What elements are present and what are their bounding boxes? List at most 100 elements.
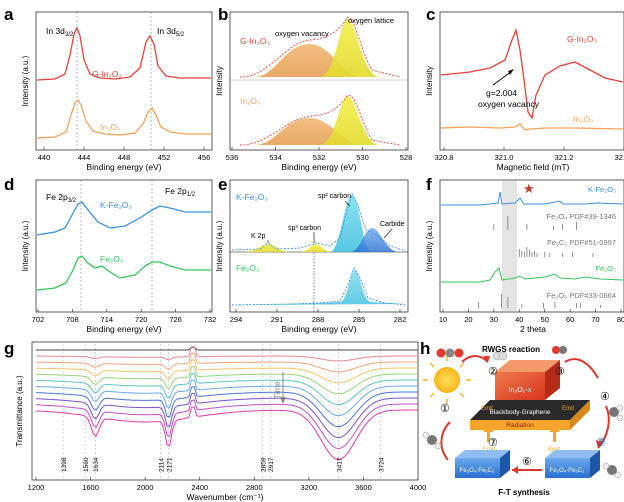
series-label: G-In₂O₃ xyxy=(92,69,122,79)
peak-label: 1560 xyxy=(83,457,90,472)
series-label: K-Fe₂O₃ xyxy=(236,192,268,202)
x-tick-label: 320.8 xyxy=(435,153,454,162)
x-tick-label: 321.2 xyxy=(555,153,574,162)
axes-frame xyxy=(439,11,624,151)
y-axis-label: Intensity (a.u.) xyxy=(215,220,224,271)
annotation: oxygen vacancy xyxy=(478,99,540,109)
x-tick-label: 282 xyxy=(394,315,407,324)
panel-letter: h xyxy=(420,339,430,358)
ftir-curve xyxy=(35,399,418,450)
diagram-title: RWGS reaction xyxy=(482,345,540,354)
x-tick-label: 726 xyxy=(169,315,182,324)
panel-c: c g=2.004 oxygen vacancy G-In₂O₃ In₂O₃ 3… xyxy=(425,5,624,172)
x-tick-label: 2400 xyxy=(191,483,208,492)
step-label: ④ xyxy=(600,391,610,403)
ftir-curve xyxy=(35,406,418,461)
peak-label: 2917 xyxy=(268,457,275,472)
series-label: K-Fe₂O₃ xyxy=(100,200,132,210)
x-tick-label: 3200 xyxy=(301,483,318,492)
panel-b: b G-In₂O₃ In₂O₃ oxygen vacancy oxygen la… xyxy=(215,5,412,172)
series-fe2o3 xyxy=(36,255,211,291)
ftir-curve xyxy=(35,386,418,428)
x-axis-label: Binding energy (eV) xyxy=(281,324,356,334)
box-fe3o4-fe5c2 xyxy=(455,458,500,478)
peak-label: 2114 xyxy=(159,458,166,472)
molecule-icon xyxy=(552,346,567,354)
x-tick-label: 3600 xyxy=(355,483,372,492)
x-axis-label: Binding energy (eV) xyxy=(281,162,356,172)
y-axis-label: Intensity xyxy=(425,66,434,96)
x-tick-label: 714 xyxy=(101,315,114,324)
x-tick-label: 2800 xyxy=(246,483,263,492)
platform-label: Blackbody-Graphene xyxy=(489,409,550,416)
panel-e: e K-Fe₂O₃ Fe₂O₃ K 2p sp³ carbon sp² carb… xyxy=(215,175,409,334)
x-axis-label: Binding energy (eV) xyxy=(86,162,161,172)
panel-letter: f xyxy=(426,175,432,194)
blackbody-platform xyxy=(470,400,590,420)
x-tick-label: 456 xyxy=(198,153,211,162)
annotation: sp² carbon xyxy=(318,193,351,200)
y-axis-label: Intensity (a.u.) xyxy=(21,55,30,106)
ftir-curve xyxy=(35,392,418,439)
step-label: ⑤ xyxy=(596,437,606,449)
x-tick-label: 321.0 xyxy=(495,153,514,162)
x-tick-label: 448 xyxy=(118,153,131,162)
y-axis-label: Transmittance (a.u.) xyxy=(15,375,24,447)
x-tick-label: 444 xyxy=(78,153,91,162)
x-tick-label: 534 xyxy=(269,153,282,162)
step-label: ③ xyxy=(555,366,565,378)
x-tick-label: 720 xyxy=(135,315,148,324)
peak-label: 3724 xyxy=(378,457,385,472)
ftir-curve xyxy=(36,346,418,351)
panel-h: h RWGS reaction Blackbody-Graphene Radia… xyxy=(420,339,624,497)
series-label: In₂O₃ xyxy=(240,96,260,106)
hydrocarbon-icon xyxy=(602,462,622,479)
series-g-in2o3 xyxy=(36,26,211,81)
axes-frame xyxy=(439,179,624,313)
emit-label: Emit xyxy=(481,406,493,412)
panel-g: g Time 1398 1560 1634 2114 2171 2859 2917 3417 3… xyxy=(4,339,426,502)
ftir-curve xyxy=(36,372,418,406)
row-label: Fe₃O₄ PDF#39-1346 xyxy=(547,212,616,221)
x-tick-label: 440 xyxy=(38,153,51,162)
hydrocarbon-icon xyxy=(609,404,624,422)
x-tick-label: 2000 xyxy=(137,483,154,492)
x-tick-label: 708 xyxy=(66,315,79,324)
series-fe2o3 xyxy=(441,267,624,283)
annotation: Carbide xyxy=(380,221,405,228)
row-label: Fe₂O₃ xyxy=(595,264,616,273)
axes-frame xyxy=(35,179,213,313)
row-label: K-Fe₂O₃ xyxy=(588,185,616,194)
x-tick-label: 1200 xyxy=(28,483,45,492)
panel-letter: c xyxy=(426,5,435,24)
x-tick-label: 530 xyxy=(356,153,369,162)
x-tick-label: 732 xyxy=(204,315,217,324)
box-label: Fe₃O₄-Fe₅C₂ xyxy=(460,468,495,474)
peak-label: In 3d3/2 xyxy=(46,26,74,38)
step-label: ② xyxy=(488,366,498,378)
peak-label: Fe 2p3/2 xyxy=(46,192,77,204)
panel-d: d Fe 2p3/2 Fe 2p1/2 K-Fe₂O₃ Fe₂O₃ 702 708… xyxy=(4,175,216,334)
panel-letter: e xyxy=(218,175,227,194)
series-in2o3 xyxy=(440,123,624,131)
x-tick-label: 532 xyxy=(313,153,326,162)
x-tick-label: 288 xyxy=(312,315,325,324)
emit-label: Emit xyxy=(562,406,574,412)
panel-a: a In 3d3/2 In 3d5/2 G-In₂O₃ In₂O₃ 440 444… xyxy=(4,5,213,172)
series-label: In₂O₃ xyxy=(573,114,593,124)
x-tick-label: 285 xyxy=(353,315,366,324)
x-tick-label: 4000 xyxy=(410,483,427,492)
y-axis-label: Intensity (a.u.) xyxy=(425,220,434,271)
x-tick-label: 291 xyxy=(271,315,284,324)
ftir-curve xyxy=(36,352,418,373)
x-tick-label: 321.4 xyxy=(615,153,624,162)
x-axis-label: Binding energy (eV) xyxy=(86,324,161,334)
x-tick-label: 80 xyxy=(617,315,624,324)
peak-label: 2171 xyxy=(166,457,173,472)
fit-lattice xyxy=(320,19,380,77)
x-tick-label: 528 xyxy=(400,153,413,162)
ftir-curve xyxy=(36,379,418,417)
x-tick-label: 702 xyxy=(32,315,45,324)
ftir-curve xyxy=(36,345,418,362)
